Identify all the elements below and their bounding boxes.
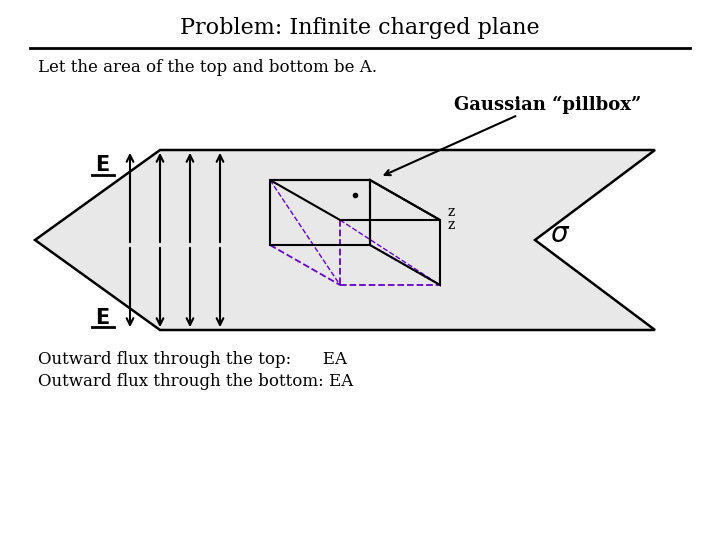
Text: z: z [448, 218, 455, 232]
Polygon shape [35, 150, 655, 330]
Text: Outward flux through the top:      EA: Outward flux through the top: EA [38, 352, 347, 368]
Text: Outward flux through the bottom: EA: Outward flux through the bottom: EA [38, 374, 354, 390]
Text: $\mathbf{E}$: $\mathbf{E}$ [94, 155, 109, 175]
Text: $\sigma$: $\sigma$ [550, 221, 570, 248]
Text: $\mathbf{E}$: $\mathbf{E}$ [94, 308, 109, 328]
Text: Gaussian “pillbox”: Gaussian “pillbox” [454, 96, 642, 114]
Text: z: z [448, 205, 455, 219]
Text: Let the area of the top and bottom be A.: Let the area of the top and bottom be A. [38, 59, 377, 77]
Text: Problem: Infinite charged plane: Problem: Infinite charged plane [180, 17, 540, 39]
